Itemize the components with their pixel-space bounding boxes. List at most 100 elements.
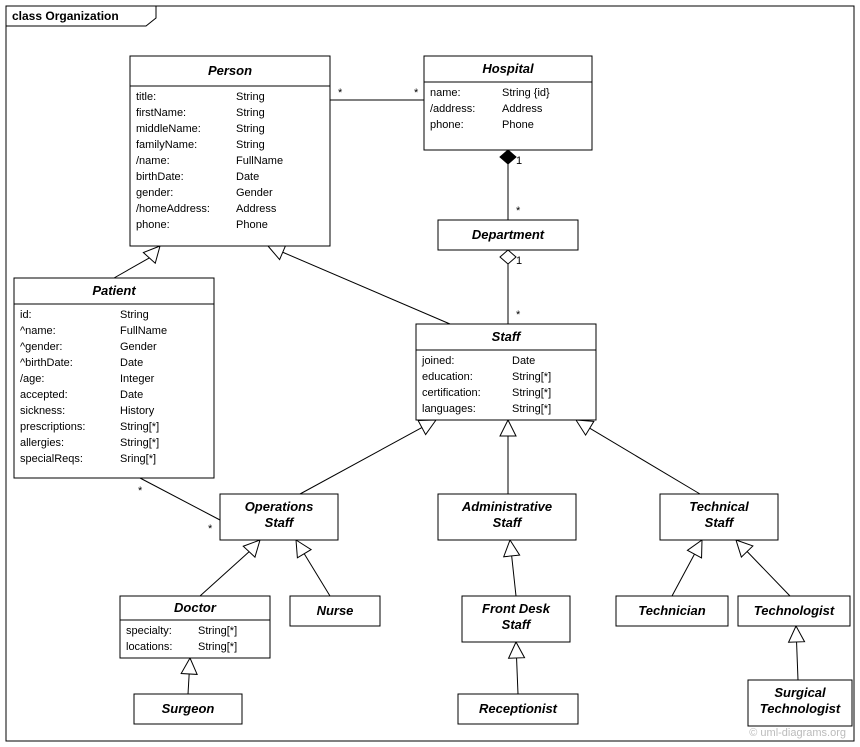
multiplicity: * <box>338 87 343 99</box>
class-Technologist: Technologist <box>738 596 850 626</box>
attr-type: Address <box>502 103 543 115</box>
attr-name: firstName: <box>136 107 186 119</box>
staff-person-gen <box>283 252 450 324</box>
attr-type: String[*] <box>120 421 159 433</box>
watermark: © uml-diagrams.org <box>749 727 846 739</box>
class-title: Staff <box>705 515 735 530</box>
attr-name: name: <box>430 87 461 99</box>
class-title: Staff <box>493 515 523 530</box>
tech-staff-gen <box>590 428 700 494</box>
attr-type: String <box>236 123 265 135</box>
doctor-ops-gen <box>200 552 249 596</box>
technologist-tech-gen <box>747 552 790 596</box>
generalization-arrow <box>789 626 805 642</box>
attr-type: Integer <box>120 373 155 385</box>
class-Surgeon: Surgeon <box>134 694 242 724</box>
composition-diamond <box>500 150 516 164</box>
multiplicity: * <box>138 485 143 497</box>
attr-name: /address: <box>430 103 475 115</box>
attr-type: Date <box>512 355 535 367</box>
multiplicity: * <box>516 205 521 217</box>
class-OperationsStaff: OperationsStaff <box>220 494 338 540</box>
class-title: Staff <box>492 329 522 344</box>
attr-name: locations: <box>126 641 172 653</box>
attr-type: Phone <box>236 219 268 231</box>
multiplicity: * <box>208 523 213 535</box>
attr-type: String <box>120 309 149 321</box>
technician-tech-gen <box>672 554 694 596</box>
attr-type: FullName <box>120 325 167 337</box>
attr-type: Gender <box>236 187 273 199</box>
attr-type: String[*] <box>198 641 237 653</box>
class-Staff: Staffjoined:Dateeducation:String[*]certi… <box>416 324 596 420</box>
attr-type: String {id} <box>502 87 550 99</box>
class-title: Technologist <box>754 603 835 618</box>
attr-name: /name: <box>136 155 170 167</box>
class-title: Staff <box>502 617 532 632</box>
surgeon-doctor-gen <box>188 674 189 694</box>
multiplicity: 1 <box>516 155 522 167</box>
class-title: Receptionist <box>479 701 558 716</box>
class-Receptionist: Receptionist <box>458 694 578 724</box>
attr-name: phone: <box>430 119 464 131</box>
attr-name: certification: <box>422 387 481 399</box>
attr-type: Address <box>236 203 277 215</box>
attr-name: accepted: <box>20 389 68 401</box>
multiplicity: * <box>516 309 521 321</box>
attr-name: middleName: <box>136 123 201 135</box>
frontdesk-admin-gen <box>512 556 516 596</box>
generalization-arrow <box>418 420 436 435</box>
attr-type: Gender <box>120 341 157 353</box>
class-title: Operations <box>245 499 314 514</box>
class-title: Person <box>208 63 252 78</box>
class-title: Hospital <box>482 61 534 76</box>
attr-type: String <box>236 139 265 151</box>
attr-name: ^birthDate: <box>20 357 73 369</box>
class-title: Administrative <box>461 499 552 514</box>
generalization-arrow <box>181 658 197 674</box>
class-AdministrativeStaff: AdministrativeStaff <box>438 494 576 540</box>
class-title: Doctor <box>174 600 217 615</box>
uml-class-diagram: class Organization**1*1***Persontitle:St… <box>0 0 860 747</box>
receptionist-frontdesk-gen <box>517 658 518 694</box>
class-title: Staff <box>265 515 295 530</box>
attr-type: Date <box>120 389 143 401</box>
attr-name: languages: <box>422 403 476 415</box>
attr-name: birthDate: <box>136 171 184 183</box>
class-title: Department <box>472 227 545 242</box>
attr-type: String[*] <box>512 371 551 383</box>
attr-name: specialty: <box>126 625 172 637</box>
class-Person: Person title: String firstName: String middle… <box>130 56 330 246</box>
attr-name: ^gender: <box>20 341 62 353</box>
class-title: Surgical <box>774 685 826 700</box>
attr-type: String <box>236 107 265 119</box>
class-Patient: Patientid:String^name:FullName^gender:Ge… <box>14 278 214 478</box>
class-Hospital: Hospital name: String {id} /address: Address… <box>424 56 592 150</box>
class-box <box>130 56 330 246</box>
generalization-arrow <box>296 540 311 558</box>
attr-name: familyName: <box>136 139 197 151</box>
class-Technician: Technician <box>616 596 728 626</box>
class-title: Technologist <box>760 701 841 716</box>
aggregation-diamond <box>500 250 516 264</box>
attr-type: String[*] <box>512 403 551 415</box>
attr-type: String[*] <box>120 437 159 449</box>
attr-type: Sring[*] <box>120 453 156 465</box>
attr-name: gender: <box>136 187 173 199</box>
attr-name: /homeAddress: <box>136 203 210 215</box>
generalization-arrow <box>687 540 702 558</box>
attr-name: ^name: <box>20 325 56 337</box>
attr-name: title: <box>136 91 156 103</box>
class-FrontDeskStaff: Front DeskStaff <box>462 596 570 642</box>
attr-name: joined: <box>421 355 454 367</box>
frame-label: class Organization <box>12 9 119 23</box>
class-title: Front Desk <box>482 601 551 616</box>
surgtech-technologist-gen <box>797 642 798 680</box>
patient-person-gen <box>114 258 149 278</box>
attr-name: phone: <box>136 219 170 231</box>
attr-type: History <box>120 405 155 417</box>
attr-type: String[*] <box>512 387 551 399</box>
attr-name: /age: <box>20 373 44 385</box>
generalization-arrow <box>509 642 525 658</box>
generalization-arrow <box>504 540 520 557</box>
